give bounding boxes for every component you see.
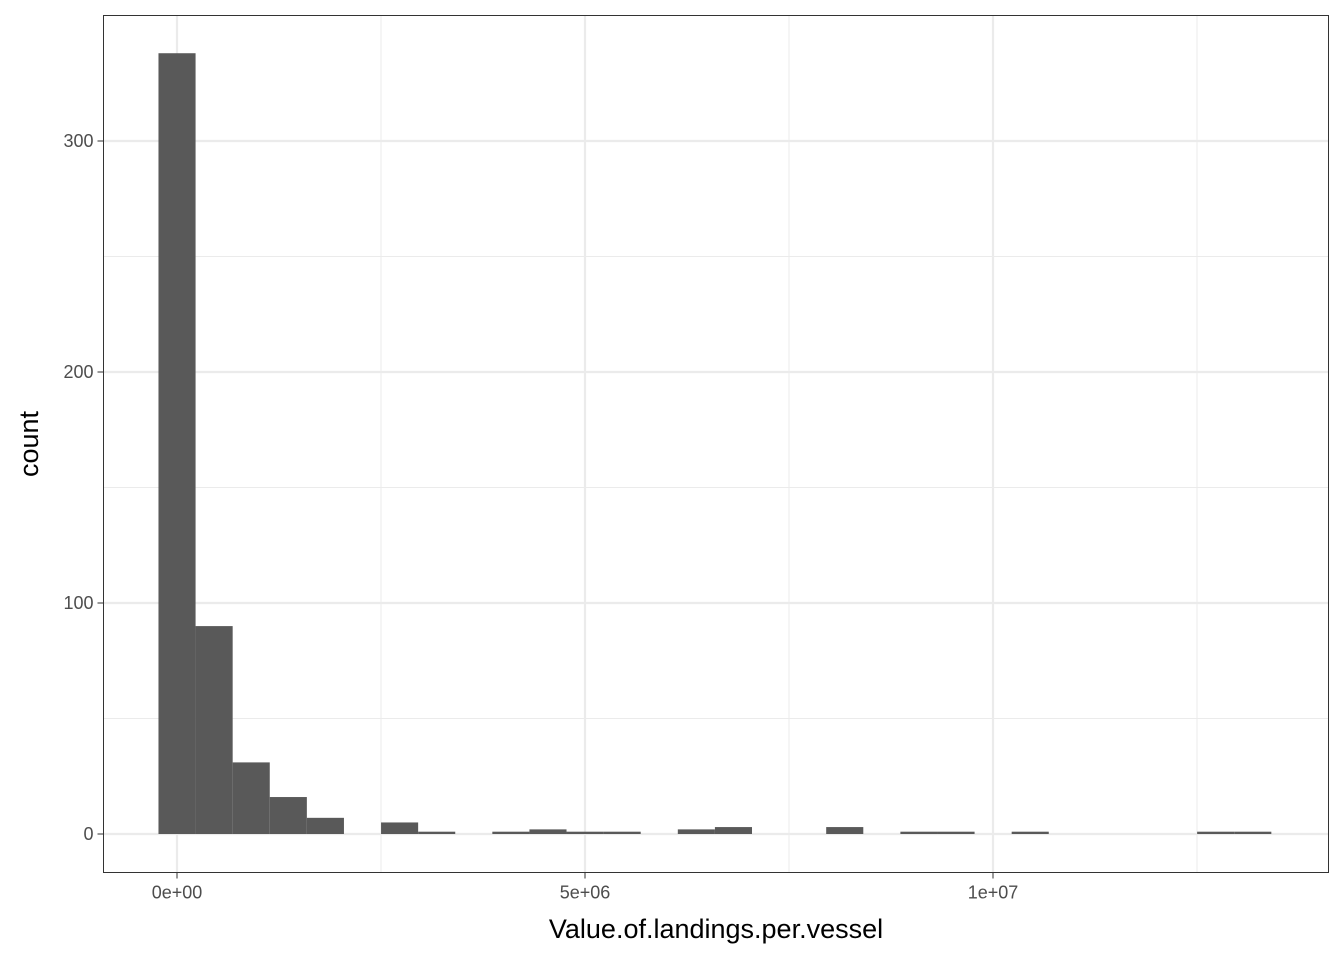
histogram-bar [566, 831, 604, 834]
y-tick-label: 200 [63, 362, 93, 382]
bars [158, 53, 1272, 835]
x-tick-label: 5e+06 [560, 883, 611, 903]
grid [103, 15, 1329, 873]
y-tick-label: 300 [63, 131, 93, 151]
histogram-bar [714, 827, 753, 834]
histogram-bar [158, 53, 196, 835]
histogram-bar [418, 831, 456, 834]
histogram-bar [677, 829, 715, 834]
histogram-bar [232, 762, 270, 834]
histogram-bar [306, 817, 344, 834]
panel-border [103, 15, 1329, 873]
histogram-bar [1197, 831, 1235, 834]
ticks: 0e+00 5e+06 1e+07 0 100 200 300 [63, 131, 1018, 903]
histogram-bar [937, 831, 975, 834]
histogram-bar [1234, 831, 1272, 834]
y-tick-label: 100 [63, 593, 93, 613]
histogram-bar [269, 797, 307, 834]
histogram-bar [603, 831, 641, 834]
histogram-bar [826, 827, 864, 834]
x-axis-label: Value.of.landings.per.vessel [549, 914, 883, 944]
histogram-bar [529, 829, 567, 834]
histogram-bar [900, 831, 938, 834]
histogram-bar [1011, 831, 1049, 834]
y-tick-label: 0 [83, 824, 93, 844]
x-tick-label: 0e+00 [152, 883, 203, 903]
histogram-bar [195, 626, 233, 834]
histogram-bar [492, 831, 530, 834]
y-axis-label: count [14, 410, 44, 477]
histogram-bar [381, 822, 419, 834]
x-tick-label: 1e+07 [968, 883, 1019, 903]
